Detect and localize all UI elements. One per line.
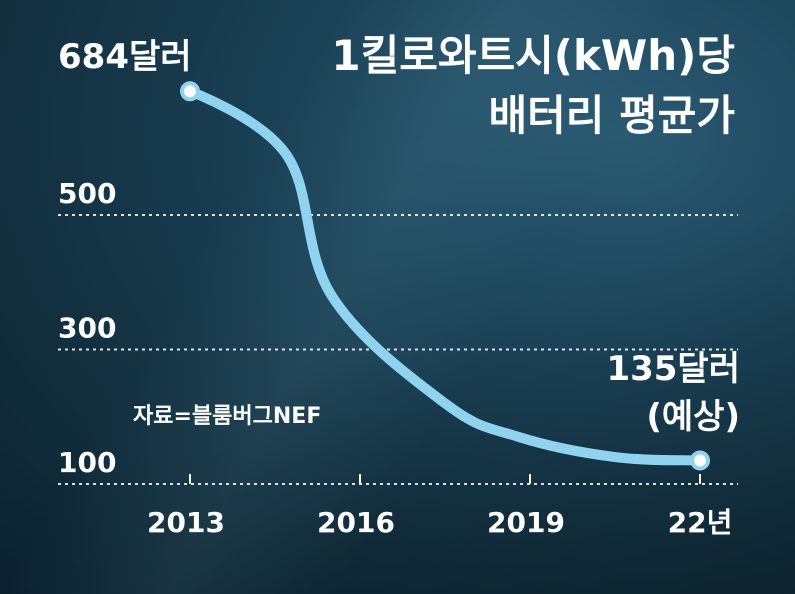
start-value-label: 684달러	[58, 37, 192, 77]
end-note-label: (예상)	[646, 397, 740, 437]
series-line	[185, 86, 705, 466]
ytick-label-500: 500	[58, 177, 116, 210]
start-point	[180, 81, 200, 102]
xtick-label-2019: 2019	[487, 506, 565, 539]
end-value-label: 135달러	[606, 349, 740, 389]
xtick-label-2016: 2016	[317, 506, 395, 539]
end-point	[690, 450, 710, 471]
source-note: 자료=블룸버그NEF	[133, 404, 321, 429]
chart-title-line-2: 배터리 평균가	[489, 91, 735, 140]
ytick-label-100: 100	[58, 446, 116, 479]
chart-title-line-1: 1킬로와트시(kWh)당	[331, 31, 735, 80]
xtick-label-2022: 22년	[668, 506, 733, 539]
ytick-label-300: 300	[58, 312, 116, 345]
xtick-label-2013: 2013	[147, 506, 225, 539]
